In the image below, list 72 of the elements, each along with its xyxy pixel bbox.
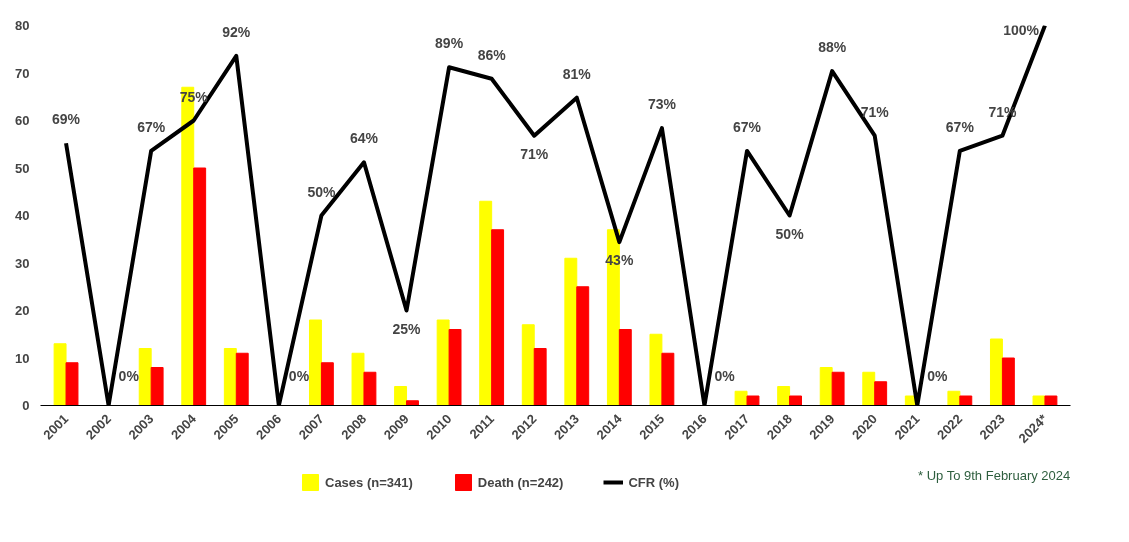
bar — [1032, 395, 1046, 406]
bar — [308, 319, 322, 406]
data-label: 100% — [1003, 21, 1040, 38]
bar — [521, 324, 535, 406]
data-label: 89% — [435, 35, 464, 52]
y-tick-label: 40 — [15, 208, 30, 223]
y-tick-label: 60 — [15, 113, 30, 128]
bar — [618, 329, 632, 406]
bar — [831, 371, 845, 406]
bar — [223, 348, 237, 406]
data-label: 0% — [714, 367, 736, 384]
data-label: 71% — [520, 145, 549, 162]
data-label: 88% — [818, 39, 847, 56]
bar — [777, 386, 791, 406]
y-tick-label: 10 — [15, 350, 30, 366]
data-label: 67% — [945, 118, 975, 135]
bar — [138, 348, 152, 406]
bar — [406, 400, 419, 406]
bar — [947, 390, 961, 406]
y-tick-label: 70 — [15, 65, 30, 81]
data-label: 64% — [349, 130, 379, 147]
bar — [448, 329, 462, 406]
y-tick-label: 20 — [15, 303, 30, 318]
data-label: 73% — [647, 96, 677, 113]
legend-label: Death (n=242) — [477, 474, 564, 490]
bar — [235, 352, 249, 406]
bar — [564, 257, 578, 406]
bar — [661, 352, 675, 406]
bar — [53, 343, 67, 406]
data-label: 25% — [392, 320, 422, 337]
bar — [1001, 357, 1015, 406]
bar — [862, 371, 876, 406]
data-label: 71% — [860, 103, 890, 120]
bar — [649, 333, 663, 406]
bar — [320, 362, 334, 406]
y-tick-label: 50 — [15, 160, 30, 176]
data-label: 75% — [179, 88, 209, 105]
bar — [479, 200, 493, 406]
y-tick-label: 0 — [22, 398, 30, 413]
bar — [789, 395, 803, 406]
legend-label: CFR (%) — [628, 474, 679, 490]
data-label: 67% — [137, 118, 166, 135]
bar — [874, 381, 888, 406]
bar — [491, 229, 505, 406]
data-label: 50% — [307, 183, 336, 200]
bar — [65, 362, 79, 406]
data-label: 50% — [775, 225, 805, 242]
y-tick-label: 80 — [15, 18, 30, 33]
data-label: 69% — [52, 111, 81, 128]
data-label: 0% — [118, 367, 140, 384]
bar — [819, 367, 833, 406]
y-tick-label: 30 — [15, 255, 30, 271]
bar — [363, 371, 377, 406]
data-label: 0% — [288, 367, 310, 384]
text: * Up To 9th February 2024 — [918, 467, 1071, 483]
bar — [150, 367, 164, 406]
data-label: 67% — [733, 118, 762, 135]
bar — [1044, 395, 1058, 406]
bar — [746, 395, 760, 406]
bar — [394, 386, 408, 406]
data-label: 81% — [562, 65, 592, 82]
bar — [989, 338, 1003, 406]
data-label: 86% — [477, 46, 507, 63]
legend-label: Cases (n=341) — [325, 474, 413, 490]
data-label: 92% — [222, 23, 251, 40]
bar — [533, 348, 547, 406]
bar — [734, 390, 748, 406]
data-label: 0% — [927, 367, 949, 384]
bar — [959, 395, 973, 406]
bar — [351, 352, 365, 406]
bar — [576, 286, 590, 406]
bar — [193, 167, 207, 406]
